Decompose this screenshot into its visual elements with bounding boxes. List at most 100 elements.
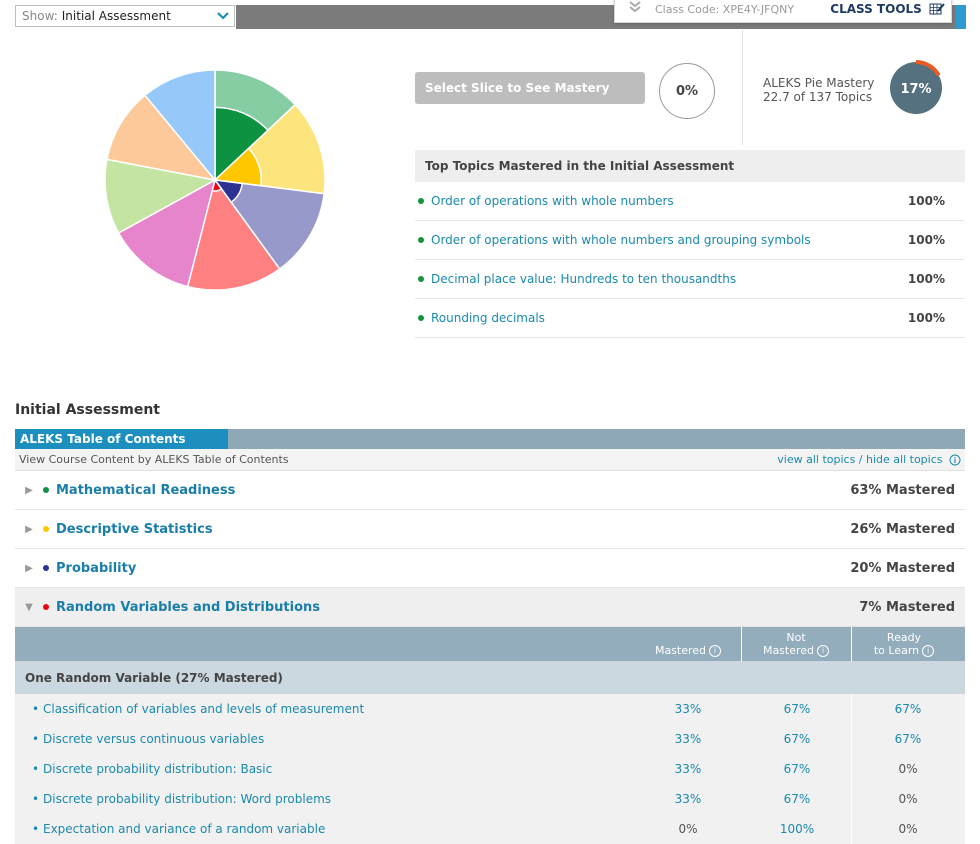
pie-slice[interactable]: [104, 158, 218, 235]
col-ready-line2: to Learn: [873, 644, 920, 657]
category-row[interactable]: ▶ Probability 20% Mastered: [15, 549, 965, 588]
top-topic-link[interactable]: Order of operations with whole numbers: [431, 194, 674, 208]
col-separator: [851, 724, 852, 754]
mastered-value: 0%: [678, 822, 698, 836]
toc-description: View Course Content by ALEKS Table of Co…: [19, 453, 289, 466]
show-value: Initial Assessment: [61, 9, 171, 23]
tab-aleks-toc[interactable]: ALEKS Table of Contents: [15, 429, 228, 449]
ready-value[interactable]: 67%: [894, 732, 922, 746]
col-separator: [851, 754, 852, 784]
info-icon[interactable]: [949, 454, 961, 466]
table-row: Expectation and variance of a random var…: [15, 814, 965, 844]
show-select[interactable]: Show: Initial Assessment: [15, 5, 235, 27]
ready-value: 0%: [898, 792, 918, 806]
col-not-mastered: Not Mastered i: [741, 631, 851, 657]
top-topic-link[interactable]: Rounding decimals: [431, 311, 545, 325]
aleks-pie-chart[interactable]: [95, 62, 335, 302]
collapse-chevrons-icon[interactable]: [615, 0, 655, 18]
top-topic-row: Order of operations with whole numbers a…: [415, 221, 965, 260]
pie-mastery-percent: 17%: [900, 82, 931, 97]
col-mastered-label: Mastered: [654, 644, 707, 657]
mastered-value[interactable]: 33%: [674, 762, 702, 776]
select-slice-button[interactable]: Select Slice to See Mastery: [415, 72, 645, 104]
mastered-value[interactable]: 33%: [674, 702, 702, 716]
topic-link[interactable]: Discrete probability distribution: Word …: [32, 792, 331, 806]
pie-mastery-label: ALEKS Pie Mastery 22.7 of 137 Topics: [763, 76, 874, 104]
mastered-value[interactable]: 33%: [674, 732, 702, 746]
not-mastered-value[interactable]: 67%: [783, 792, 811, 806]
topic-link[interactable]: Expectation and variance of a random var…: [32, 822, 325, 836]
table-row: Discrete versus continuous variables 33%…: [15, 724, 965, 754]
not-mastered-value[interactable]: 67%: [783, 762, 811, 776]
category-link[interactable]: Random Variables and Distributions: [56, 599, 321, 615]
table-row: Classification of variables and levels o…: [15, 694, 965, 724]
info-icon[interactable]: i: [709, 645, 722, 657]
col-separator: [851, 814, 852, 844]
category-dot-icon: [43, 526, 49, 532]
category-link[interactable]: Mathematical Readiness: [56, 482, 236, 498]
top-topic-row: Decimal place value: Hundreds to ten tho…: [415, 260, 965, 299]
chevron-down-icon[interactable]: [212, 9, 234, 23]
not-mastered-value[interactable]: 67%: [783, 732, 811, 746]
pie-slice[interactable]: [186, 178, 281, 291]
expand-arrow-icon[interactable]: ▶: [25, 562, 33, 574]
category-pct: 7% Mastered: [859, 599, 955, 615]
pie-mastery-ring: 17%: [890, 60, 942, 114]
category-dot-icon: [43, 565, 49, 571]
top-topic-pct: 100%: [907, 233, 945, 247]
view-hide-topics-link[interactable]: view all topics / hide all topics: [777, 453, 965, 466]
slice-mastery-value: 0%: [659, 63, 715, 119]
expand-arrow-icon[interactable]: ▶: [25, 484, 33, 496]
topic-table-header: Mastered i Not Mastered i Ready to Learn i: [15, 627, 965, 661]
col-separator: [851, 627, 852, 661]
top-topic-pct: 100%: [907, 272, 945, 286]
table-row: Discrete probability distribution: Basic…: [15, 754, 965, 784]
class-code: Class Code: XPE4Y-JFQNY: [655, 2, 795, 16]
show-label: Show:: [22, 9, 58, 23]
category-row[interactable]: ▼ Random Variables and Distributions 7% …: [15, 588, 965, 627]
topic-link[interactable]: Discrete versus continuous variables: [32, 732, 264, 746]
toc-tab-bar: [15, 429, 965, 449]
class-tools-label: CLASS TOOLS: [830, 1, 922, 16]
ready-value: 0%: [898, 762, 918, 776]
category-pct: 63% Mastered: [850, 482, 955, 498]
pie-slice[interactable]: [106, 94, 217, 182]
not-mastered-value[interactable]: 100%: [779, 822, 815, 836]
pie-slice[interactable]: [213, 179, 325, 271]
ready-value: 0%: [898, 822, 918, 836]
top-topic-row: Order of operations with whole numbers 1…: [415, 182, 965, 221]
table-row: Discrete probability distribution: Word …: [15, 784, 965, 814]
top-topics-title: Top Topics Mastered in the Initial Asses…: [415, 150, 965, 182]
info-icon[interactable]: i: [922, 645, 935, 657]
info-icon[interactable]: i: [817, 645, 830, 657]
expand-arrow-icon[interactable]: ▶: [25, 523, 33, 535]
col-separator: [851, 784, 852, 814]
col-not-mastered-line1: Not: [786, 631, 806, 644]
category-link[interactable]: Probability: [56, 560, 137, 576]
category-pct: 20% Mastered: [850, 560, 955, 576]
topic-link[interactable]: Classification of variables and levels o…: [32, 702, 364, 716]
not-mastered-value[interactable]: 67%: [783, 702, 811, 716]
green-dot-icon: [418, 237, 424, 243]
pie-slice[interactable]: [117, 178, 217, 288]
topic-link[interactable]: Discrete probability distribution: Basic: [32, 762, 272, 776]
green-dot-icon: [418, 198, 424, 204]
mastered-value[interactable]: 33%: [674, 792, 702, 806]
top-topic-link[interactable]: Order of operations with whole numbers a…: [431, 233, 811, 247]
view-hide-topics-label: view all topics / hide all topics: [777, 453, 943, 466]
category-row[interactable]: ▶ Descriptive Statistics 26% Mastered: [15, 510, 965, 549]
category-link[interactable]: Descriptive Statistics: [56, 521, 213, 537]
pie-mastery-title: ALEKS Pie Mastery: [763, 76, 875, 90]
category-row[interactable]: ▶ Mathematical Readiness 63% Mastered: [15, 471, 965, 510]
category-pct: 26% Mastered: [850, 521, 955, 537]
ready-value[interactable]: 67%: [894, 702, 922, 716]
pie-slice[interactable]: [143, 69, 216, 183]
class-tools-button[interactable]: CLASS TOOLS: [830, 2, 951, 17]
green-dot-icon: [418, 315, 424, 321]
collapse-arrow-icon[interactable]: ▼: [25, 601, 33, 613]
col-ready: Ready to Learn i: [851, 631, 957, 657]
pie-slice-mastered[interactable]: [214, 106, 269, 182]
green-dot-icon: [418, 276, 424, 282]
top-topic-link[interactable]: Decimal place value: Hundreds to ten tho…: [431, 272, 737, 286]
top-topic-pct: 100%: [907, 194, 945, 208]
